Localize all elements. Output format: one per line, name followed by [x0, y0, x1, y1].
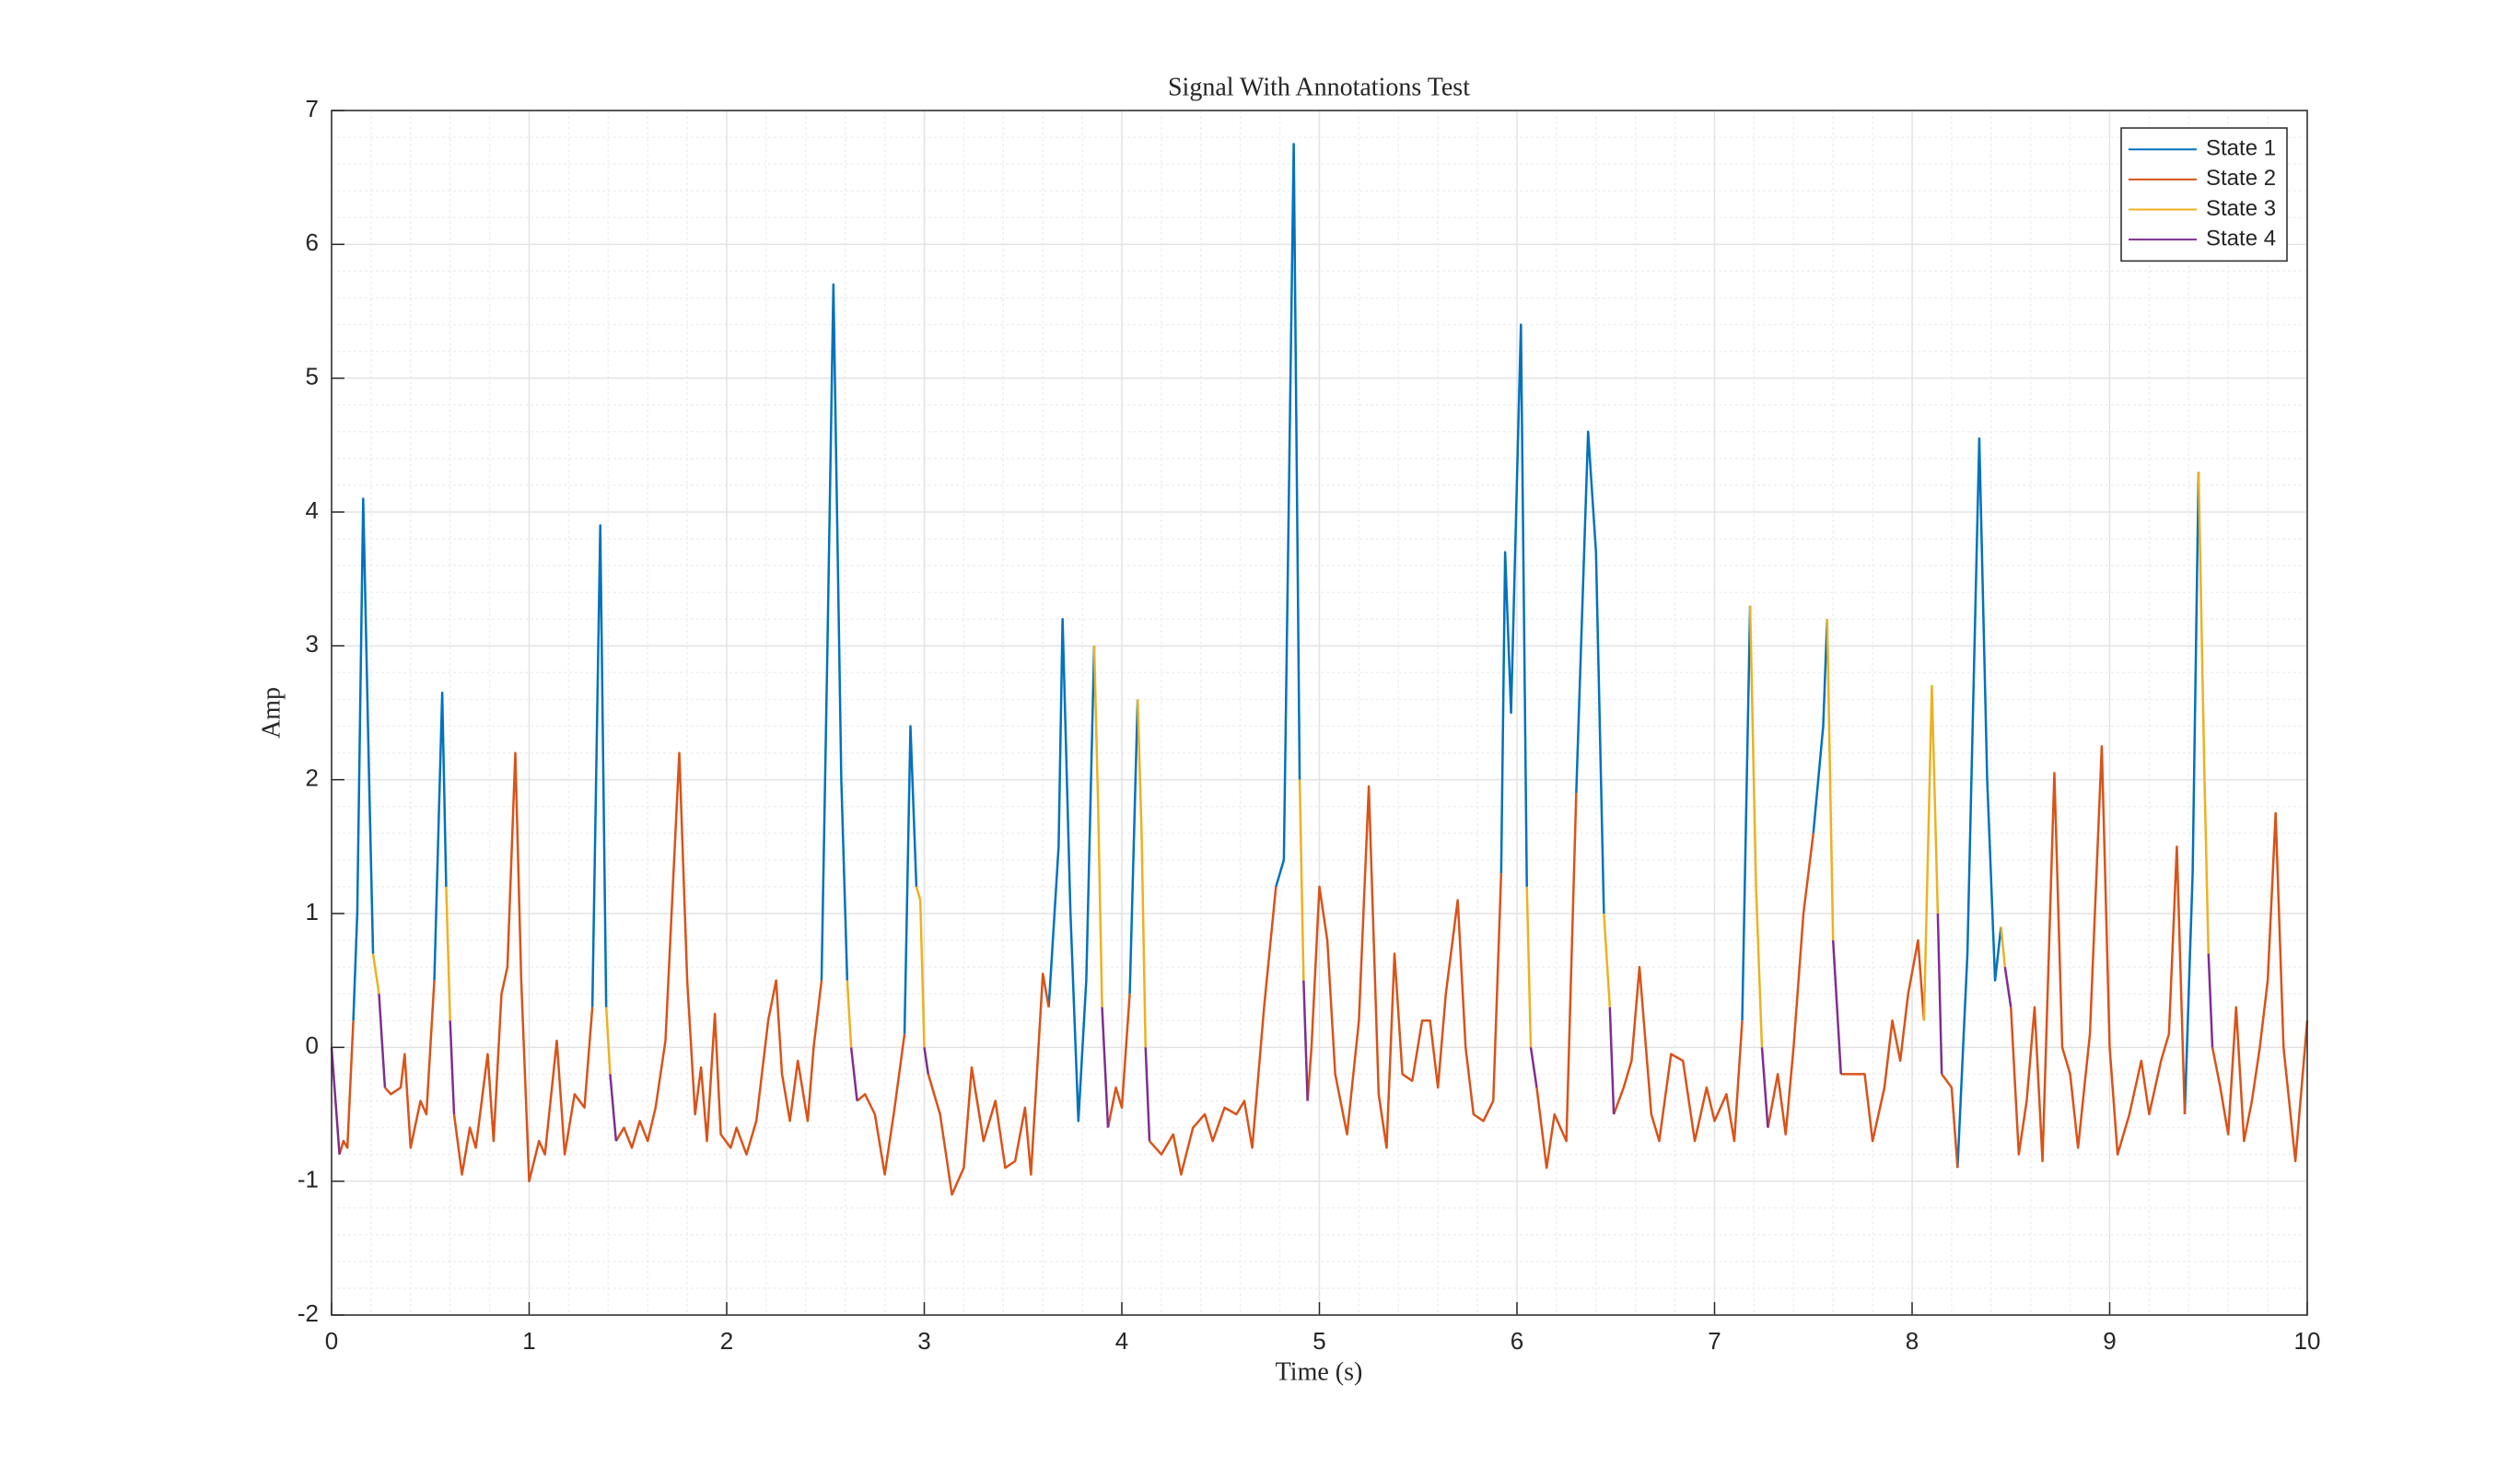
legend-label: State 1	[2206, 136, 2276, 161]
y-tick-label: 0	[306, 1031, 319, 1059]
y-tick-label: -1	[298, 1166, 319, 1193]
y-tick-label: 2	[306, 764, 319, 792]
plot-frame	[331, 110, 2308, 1316]
x-tick-label: 8	[1906, 1327, 1919, 1355]
y-tick-label: 5	[306, 363, 319, 390]
x-axis-label: Time (s)	[1276, 1357, 1363, 1386]
legend-label: State 3	[2206, 196, 2276, 221]
x-tick-label: 2	[720, 1327, 733, 1355]
y-tick-label: -2	[298, 1299, 319, 1327]
y-tick-label: 3	[306, 630, 319, 658]
x-tick-label: 10	[2294, 1327, 2321, 1355]
y-tick-label: 7	[306, 95, 319, 122]
x-tick-label: 6	[1511, 1327, 1523, 1355]
x-tick-label: 3	[917, 1327, 930, 1355]
y-axis-label: Amp	[257, 687, 286, 739]
series-line	[338, 745, 2309, 1196]
x-tick-label: 5	[1312, 1327, 1325, 1355]
x-tick-label: 0	[325, 1327, 338, 1355]
y-tick-label: 6	[306, 228, 319, 256]
x-tick-label: 7	[1708, 1327, 1721, 1355]
x-tick-label: 9	[2103, 1327, 2116, 1355]
legend-label: State 4	[2206, 226, 2276, 250]
x-tick-label: 4	[1115, 1327, 1128, 1355]
legend-label: State 2	[2206, 166, 2276, 191]
y-tick-label: 1	[306, 898, 319, 926]
series-line	[330, 913, 2214, 1155]
x-tick-label: 1	[522, 1327, 535, 1355]
series-line	[371, 472, 2210, 1075]
y-tick-label: 4	[306, 496, 319, 524]
series-line	[352, 143, 2200, 1169]
chart-title: Signal With Annotations Test	[1168, 73, 1470, 101]
